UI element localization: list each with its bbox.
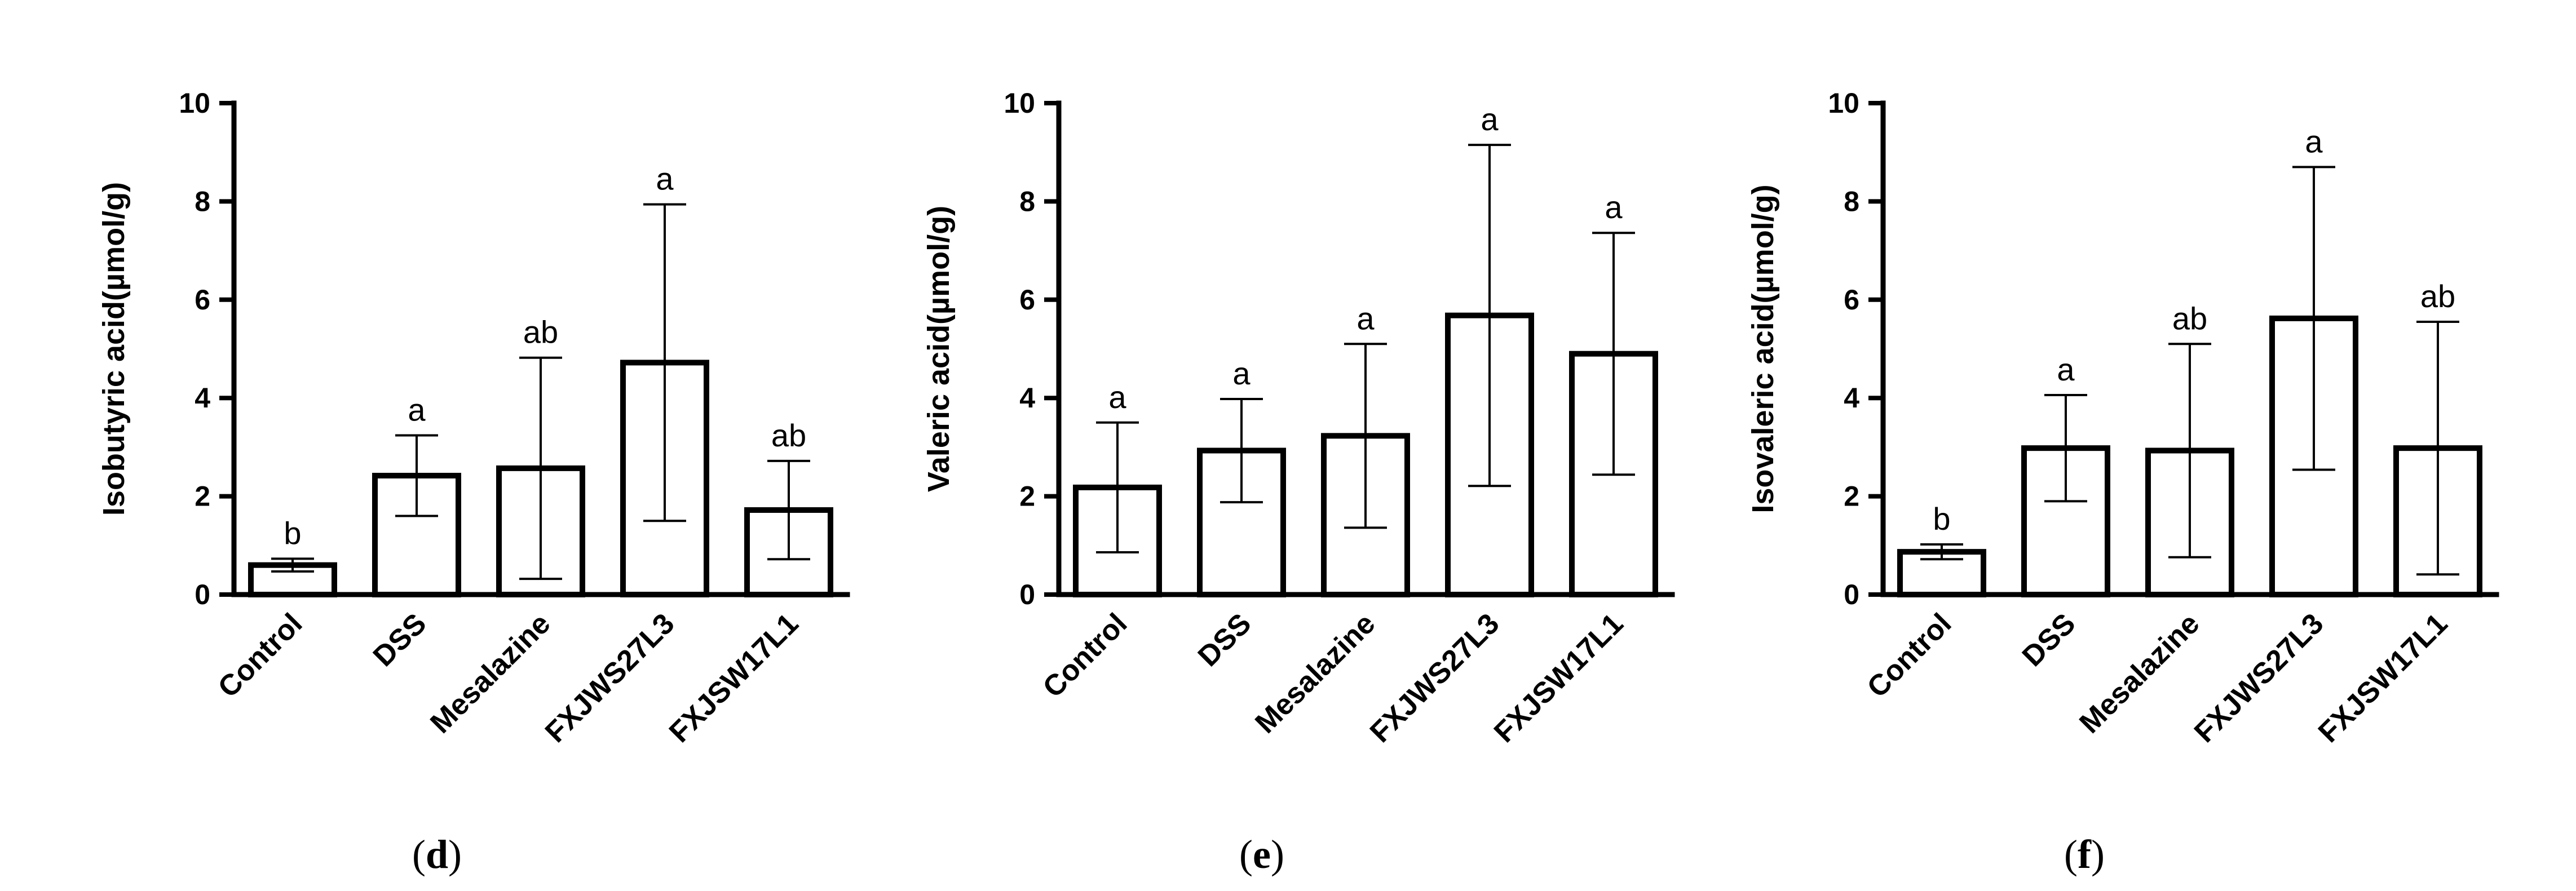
- y-tick-label: 2: [1844, 481, 1859, 512]
- y-tick-label: 4: [1844, 382, 1859, 414]
- significance-label: a: [1481, 101, 1499, 137]
- y-tick-label: 6: [1019, 284, 1035, 316]
- y-tick-label: 10: [179, 87, 210, 119]
- significance-label: a: [1605, 189, 1623, 225]
- significance-label: a: [1232, 356, 1251, 391]
- category-label: FXJSW17L1: [2312, 607, 2454, 748]
- y-tick-label: 4: [1019, 382, 1035, 414]
- significance-label: a: [2305, 123, 2323, 159]
- panel-label: (e): [1239, 832, 1284, 877]
- y-tick-label: 10: [1828, 87, 1859, 119]
- category-label: FXJWS27L3: [1364, 607, 1505, 748]
- y-tick-label: 6: [195, 284, 210, 316]
- category-label: Mesalazine: [424, 607, 556, 739]
- y-tick-label: 10: [1004, 87, 1035, 119]
- chart-panel-f: 0 2 4 6 8 10 Isovaleric acid(µmol/g) b Control a D…: [1746, 87, 2499, 877]
- panel-label: (d): [412, 832, 462, 877]
- category-label: FXJSW17L1: [1488, 607, 1629, 748]
- significance-label: b: [1933, 501, 1950, 537]
- significance-label: ab: [2420, 278, 2455, 314]
- category-label: Control: [1861, 607, 1958, 704]
- category-label: Mesalazine: [2073, 607, 2206, 739]
- category-label: DSS: [1192, 607, 1258, 673]
- y-tick-label: 2: [1019, 481, 1035, 512]
- category-label: DSS: [2016, 607, 2082, 673]
- significance-label: a: [656, 161, 674, 197]
- significance-label: a: [1108, 379, 1126, 415]
- y-tick-label: 8: [1844, 185, 1859, 217]
- y-axis-title: Isobutyric acid(µmol/g): [97, 182, 131, 516]
- y-axis-title: Valeric acid(µmol/g): [922, 206, 956, 492]
- category-label: Mesalazine: [1249, 607, 1381, 739]
- category-label: FXJWS27L3: [2188, 607, 2330, 748]
- y-tick-label: 8: [195, 185, 210, 217]
- category-label: Control: [1037, 607, 1134, 704]
- y-tick-label: 8: [1019, 185, 1035, 217]
- y-axis-title: Isovaleric acid(µmol/g): [1746, 184, 1780, 513]
- category-label: FXJSW17L1: [663, 607, 805, 748]
- y-tick-label: 4: [195, 382, 210, 414]
- significance-label: a: [2057, 352, 2075, 387]
- chart-panel-e: 0 2 4 6 8 10 Valeric acid(µmol/g) a Control a DSS a…: [922, 87, 1675, 877]
- significance-label: a: [408, 392, 426, 427]
- significance-label: ab: [771, 418, 806, 453]
- y-tick-label: 0: [1844, 579, 1859, 610]
- significance-label: b: [284, 515, 301, 551]
- chart-panel-d: 0 2 4 6 8 10 Isobutyric acid(µmol/g) b Control a D…: [97, 87, 850, 877]
- y-tick-label: 2: [195, 481, 210, 512]
- category-label: DSS: [367, 607, 433, 673]
- y-tick-label: 0: [195, 579, 210, 610]
- y-tick-label: 0: [1019, 579, 1035, 610]
- significance-label: a: [1357, 300, 1375, 336]
- category-label: Control: [212, 607, 309, 704]
- significance-label: ab: [523, 314, 558, 350]
- category-label: FXJWS27L3: [539, 607, 681, 748]
- panel-label: (f): [2064, 832, 2105, 877]
- y-tick-label: 6: [1844, 284, 1859, 316]
- significance-label: ab: [2172, 300, 2207, 336]
